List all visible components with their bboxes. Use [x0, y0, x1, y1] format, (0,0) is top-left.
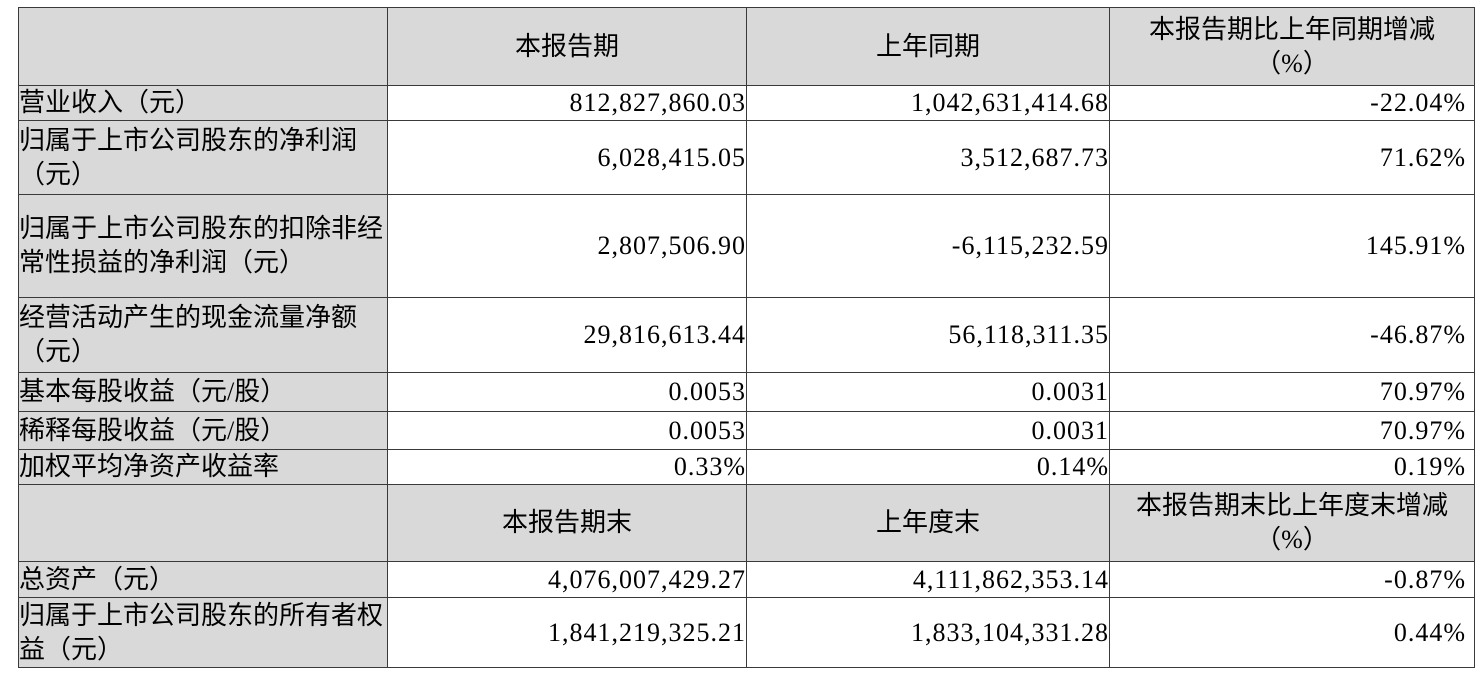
row-label: 归属于上市公司股东的扣除非经常性损益的净利润（元）: [18, 194, 388, 298]
header-prior-period: 上年同期: [746, 7, 1110, 86]
table-row-weighted-avg-roe: 加权平均净资产收益率 0.33% 0.14% 0.19%: [18, 449, 1475, 485]
header-change-line2: （%）: [1255, 48, 1329, 78]
row-label: 营业收入（元）: [18, 85, 388, 121]
table-row-operating-cash-flow: 经营活动产生的现金流量净额（元） 29,816,613.44 56,118,31…: [18, 297, 1475, 373]
value-current-period: 6,028,415.05: [387, 120, 747, 195]
value-change-percent: 145.91%: [1109, 194, 1475, 298]
value-current-period: 29,816,613.44: [387, 297, 747, 373]
header-current-period: 本报告期: [387, 7, 747, 86]
header-change-percent: 本报告期比上年同期增减 （%）: [1109, 7, 1475, 86]
value-change-percent: -22.04%: [1109, 85, 1475, 121]
table-row-net-profit-excl-nonrecurring: 归属于上市公司股东的扣除非经常性损益的净利润（元） 2,807,506.90 -…: [18, 194, 1475, 298]
value-prior-period: 1,833,104,331.28: [746, 597, 1110, 668]
value-change-percent: 70.97%: [1109, 372, 1475, 412]
header-change-percent: 本报告期末比上年度末增减 （%）: [1109, 484, 1475, 562]
row-label: 归属于上市公司股东的所有者权益（元）: [18, 597, 388, 668]
value-prior-period: 56,118,311.35: [746, 297, 1110, 373]
value-prior-period: -6,115,232.59: [746, 194, 1110, 298]
key-financials-table: 本报告期 上年同期 本报告期比上年同期增减 （%） 营业收入（元） 812,82…: [18, 7, 1475, 668]
row-label: 归属于上市公司股东的净利润（元）: [18, 120, 388, 195]
header-row-period-end: 本报告期末 上年度末 本报告期末比上年度末增减 （%）: [18, 484, 1475, 562]
value-change-percent: 0.44%: [1109, 597, 1475, 668]
table-row-owners-equity: 归属于上市公司股东的所有者权益（元） 1,841,219,325.21 1,83…: [18, 597, 1475, 668]
table-row-operating-revenue: 营业收入（元） 812,827,860.03 1,042,631,414.68 …: [18, 85, 1475, 121]
value-prior-period: 3,512,687.73: [746, 120, 1110, 195]
row-label: 基本每股收益（元/股）: [18, 372, 388, 412]
value-current-period: 812,827,860.03: [387, 85, 747, 121]
value-prior-period: 4,111,862,353.14: [746, 561, 1110, 598]
value-change-percent: -46.87%: [1109, 297, 1475, 373]
value-prior-period: 0.0031: [746, 411, 1110, 450]
header-blank-cell: [18, 7, 388, 86]
value-prior-period: 0.14%: [746, 449, 1110, 485]
row-label: 经营活动产生的现金流量净额（元）: [18, 297, 388, 373]
value-change-percent: -0.87%: [1109, 561, 1475, 598]
value-change-percent: 0.19%: [1109, 449, 1475, 485]
value-current-period: 2,807,506.90: [387, 194, 747, 298]
header-current-period-end: 本报告期末: [387, 484, 747, 562]
header-row-period: 本报告期 上年同期 本报告期比上年同期增减 （%）: [18, 7, 1475, 86]
value-prior-period: 1,042,631,414.68: [746, 85, 1110, 121]
header-change-line2: （%）: [1255, 525, 1329, 554]
row-label: 加权平均净资产收益率: [18, 449, 388, 485]
header-blank-cell: [18, 484, 388, 562]
value-change-percent: 71.62%: [1109, 120, 1475, 195]
table-row-diluted-eps: 稀释每股收益（元/股） 0.0053 0.0031 70.97%: [18, 411, 1475, 450]
value-current-period: 4,076,007,429.27: [387, 561, 747, 598]
table-row-total-assets: 总资产（元） 4,076,007,429.27 4,111,862,353.14…: [18, 561, 1475, 598]
value-change-percent: 70.97%: [1109, 411, 1475, 450]
value-current-period: 1,841,219,325.21: [387, 597, 747, 668]
value-current-period: 0.0053: [387, 411, 747, 450]
header-change-line1: 本报告期末比上年度末增减: [1135, 491, 1448, 520]
header-change-line1: 本报告期比上年同期增减: [1148, 14, 1435, 44]
value-current-period: 0.0053: [387, 372, 747, 412]
row-label: 稀释每股收益（元/股）: [18, 411, 388, 450]
table-row-net-profit: 归属于上市公司股东的净利润（元） 6,028,415.05 3,512,687.…: [18, 120, 1475, 195]
value-prior-period: 0.0031: [746, 372, 1110, 412]
value-current-period: 0.33%: [387, 449, 747, 485]
row-label: 总资产（元）: [18, 561, 388, 598]
table-row-basic-eps: 基本每股收益（元/股） 0.0053 0.0031 70.97%: [18, 372, 1475, 412]
header-prior-year-end: 上年度末: [746, 484, 1110, 562]
